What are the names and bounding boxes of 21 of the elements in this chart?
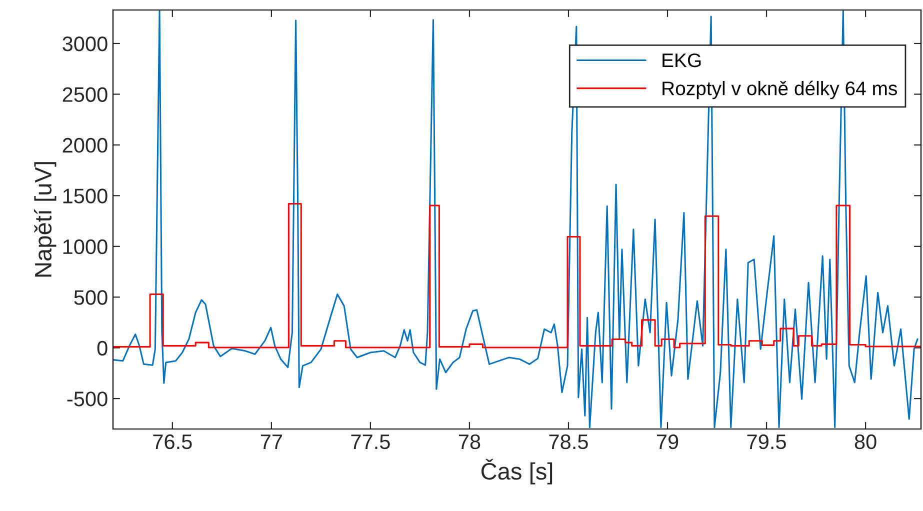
y-tick-label: -500 — [67, 392, 108, 406]
x-tick-label: 79 — [656, 434, 678, 450]
legend-label: Rozptyl v okně délky 64 ms — [662, 80, 898, 100]
y-tick-label: 2500 — [62, 87, 108, 102]
y-tick-label: 0 — [97, 340, 108, 356]
x-tick-label: 77 — [260, 434, 282, 449]
x-tick-label: 78 — [458, 434, 480, 450]
legend-label: EKG — [662, 53, 701, 68]
y-tick-label: 2000 — [62, 138, 108, 153]
y-axis-title: Napětí [uV] — [34, 162, 56, 277]
line-series — [113, 10, 918, 428]
y-tick-label: 500 — [74, 290, 108, 305]
x-axis-title: Čas [s] — [481, 458, 552, 484]
x-tick-label: 76.5 — [153, 434, 192, 450]
x-tick-label: 80 — [854, 434, 876, 450]
x-tick-label: 79.5 — [747, 434, 786, 450]
y-tick-label: 1000 — [63, 239, 108, 254]
y-tick-label: 3000 — [62, 36, 108, 52]
x-tick-label: 77.5 — [351, 434, 390, 450]
x-tick-label: 78.5 — [549, 434, 588, 450]
y-tick-label: 1500 — [63, 188, 108, 204]
